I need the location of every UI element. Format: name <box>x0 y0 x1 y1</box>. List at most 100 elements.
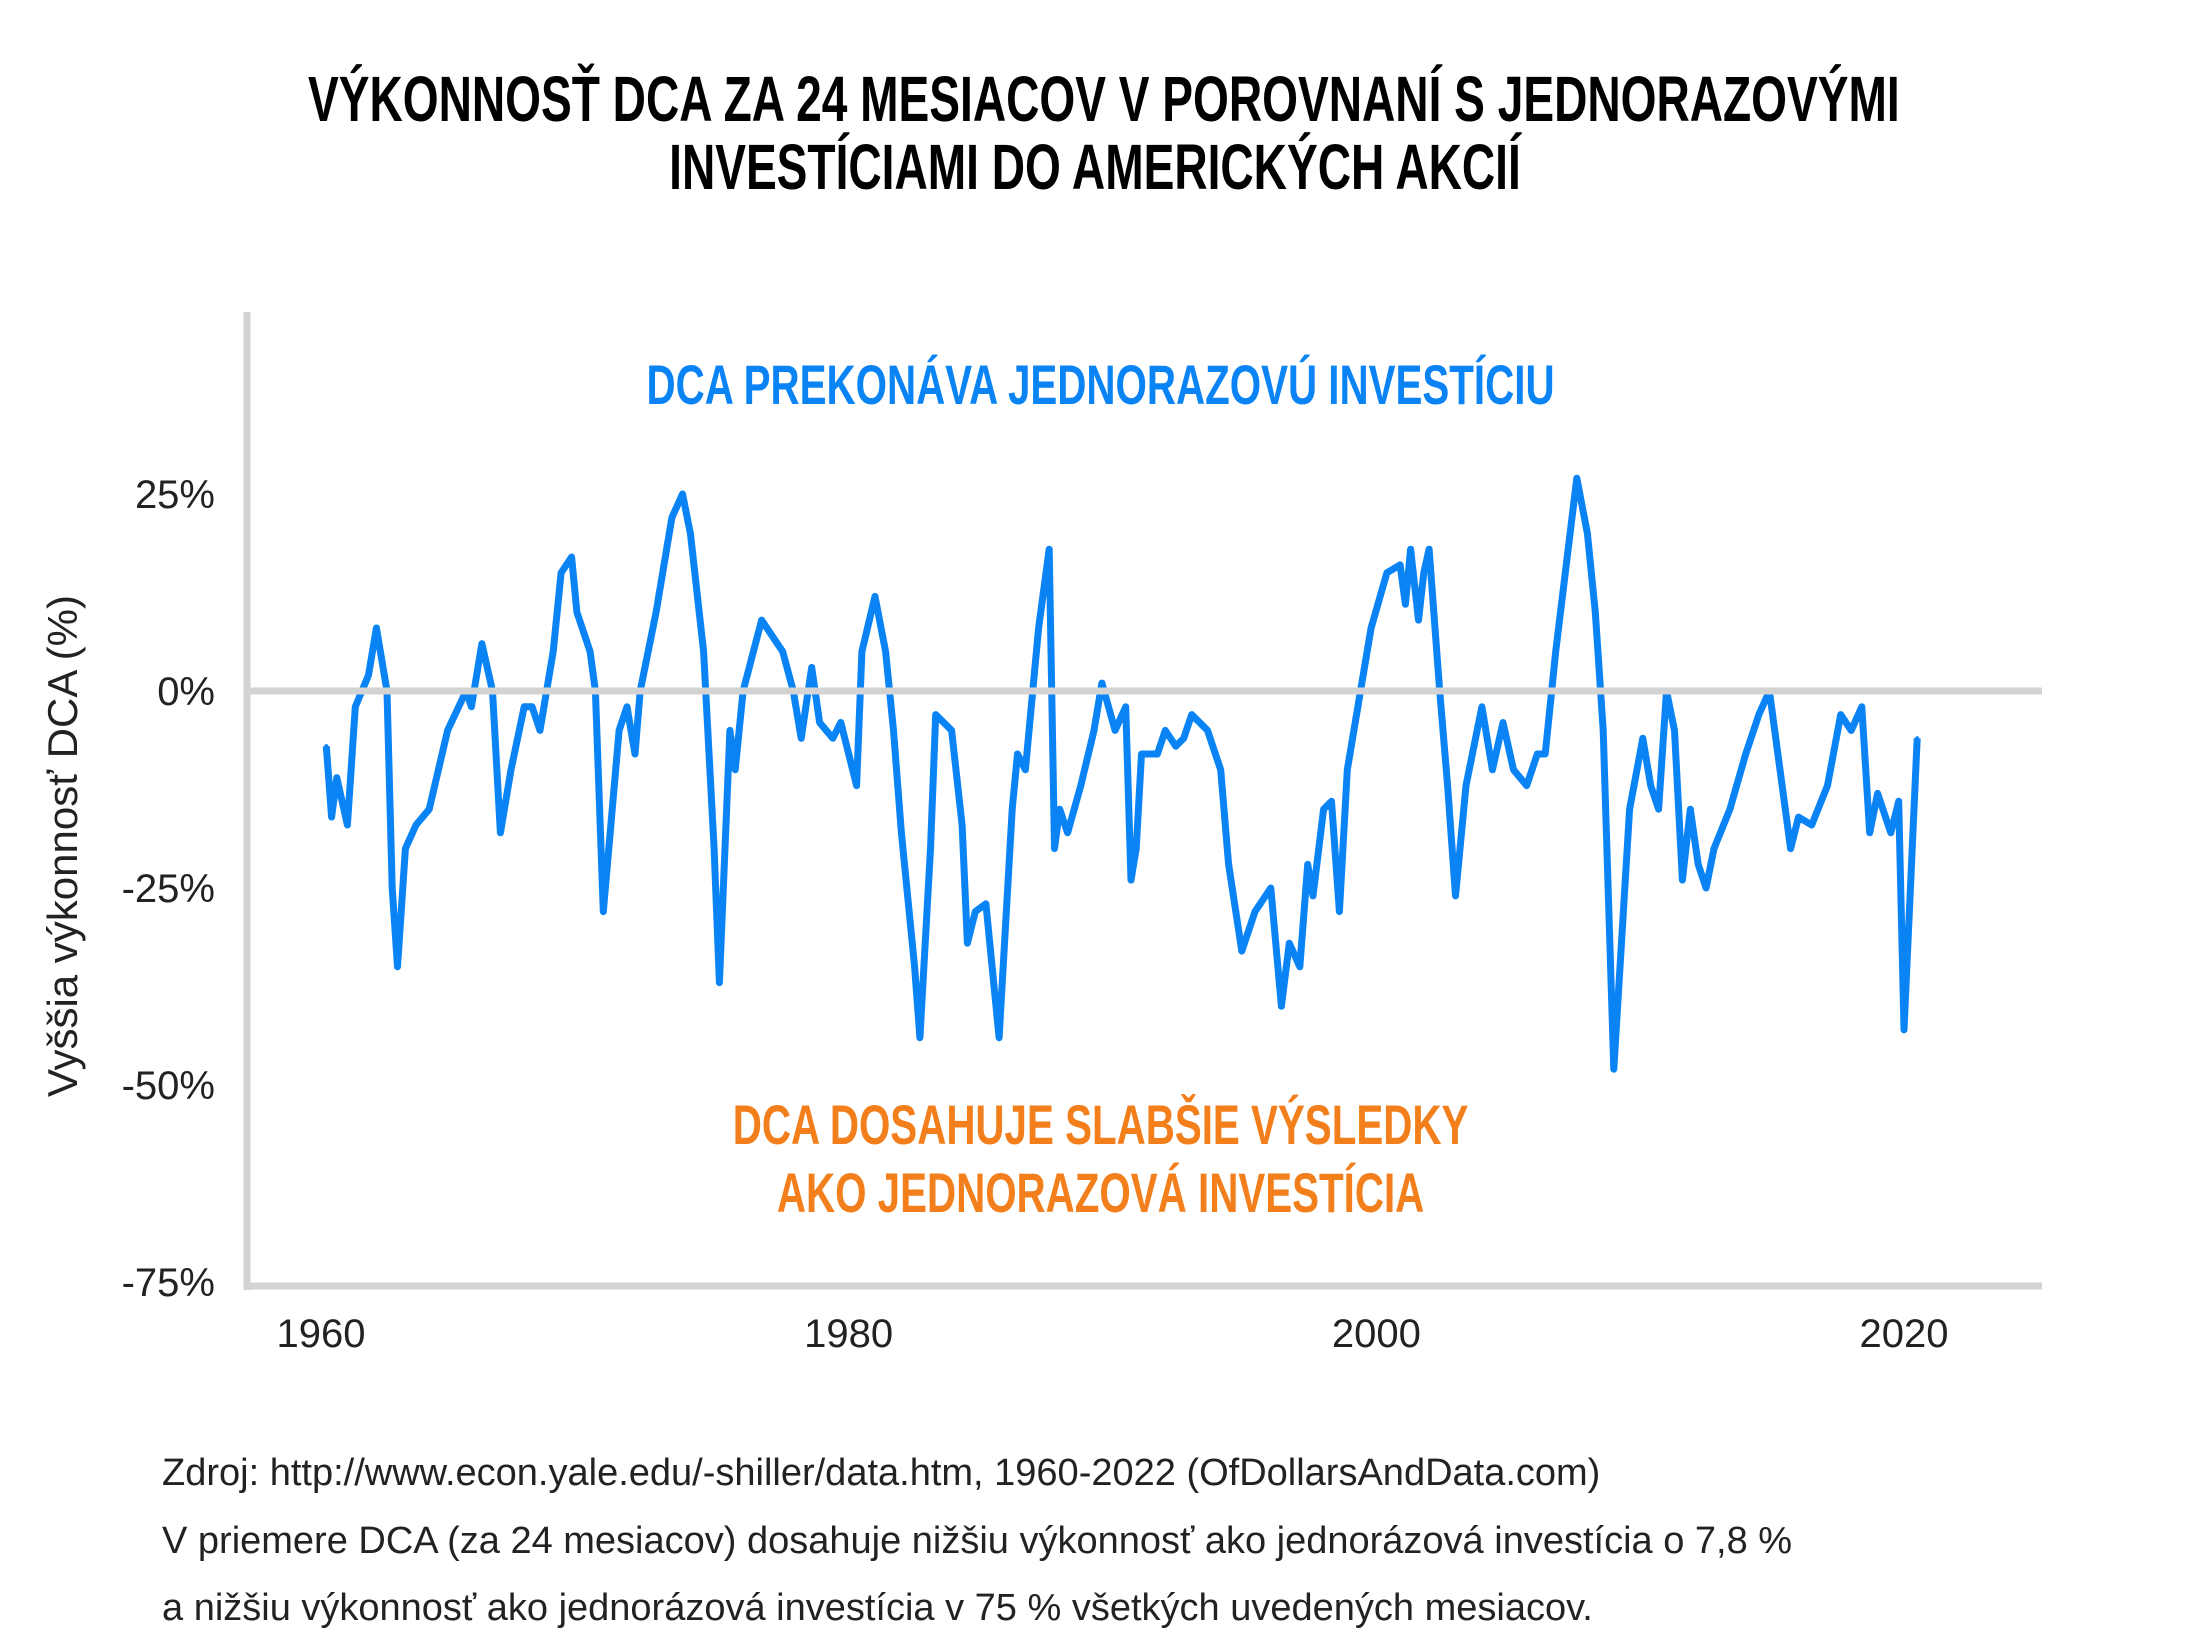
data-point <box>1311 893 1316 898</box>
data-point <box>1252 909 1257 914</box>
data-point <box>1453 893 1458 898</box>
data-point <box>1696 862 1701 867</box>
data-point <box>537 728 542 733</box>
data-point <box>1023 767 1028 772</box>
data-point <box>427 807 432 812</box>
data-point <box>846 752 851 757</box>
data-point <box>727 728 732 733</box>
footer-note-line2: a nižšiu výkonnosť ako jednorázová inves… <box>162 1587 1593 1629</box>
data-point <box>617 728 622 733</box>
annotation-dca-underperforms-line1: DCA DOSAHUJE SLABŠIE VÝSLEDKY <box>732 1093 1469 1156</box>
data-point <box>1627 807 1632 812</box>
data-point <box>1189 712 1194 717</box>
x-tick-label: 2020 <box>1860 1312 1949 1356</box>
data-point <box>345 822 350 827</box>
data-point <box>809 665 814 670</box>
data-point <box>508 767 513 772</box>
data-point <box>717 980 722 985</box>
data-point <box>1010 807 1015 812</box>
data-point <box>654 610 659 615</box>
x-tick-label: 2000 <box>1332 1312 1421 1356</box>
data-point <box>1611 1067 1616 1072</box>
data-point <box>688 531 693 536</box>
y-tick-label: 25% <box>135 473 215 517</box>
data-point <box>445 728 450 733</box>
data-point <box>1712 846 1717 851</box>
data-point <box>1134 846 1139 851</box>
data-point <box>1408 547 1413 552</box>
data-point <box>1777 767 1782 772</box>
data-point <box>1163 728 1168 733</box>
data-point <box>374 625 379 630</box>
y-tick-label: 0% <box>157 670 215 714</box>
data-point <box>1849 728 1854 733</box>
x-tick-label: 1980 <box>804 1312 893 1356</box>
data-point <box>1888 830 1893 835</box>
data-point <box>933 712 938 717</box>
data-point <box>759 618 764 623</box>
data-point <box>329 815 334 820</box>
data-point <box>680 492 685 496</box>
y-tick-label: -75% <box>122 1261 215 1305</box>
data-point <box>1113 728 1118 733</box>
data-point <box>1464 783 1469 788</box>
data-point <box>1345 767 1350 772</box>
data-point <box>701 649 706 654</box>
data-point <box>1672 728 1677 733</box>
data-point <box>366 673 371 678</box>
data-point <box>1656 807 1661 812</box>
x-tick-label: 1960 <box>277 1312 366 1356</box>
data-point <box>625 704 630 709</box>
data-point <box>1287 941 1292 946</box>
data-point <box>1500 720 1505 725</box>
data-point <box>1896 799 1901 804</box>
data-point <box>1181 736 1186 741</box>
data-point <box>1743 752 1748 757</box>
data-point <box>1825 783 1830 788</box>
data-point <box>1601 728 1606 733</box>
data-point <box>891 728 896 733</box>
data-point <box>1479 704 1484 709</box>
data-point <box>1297 964 1302 969</box>
data-point <box>883 649 888 654</box>
data-point <box>1015 752 1020 757</box>
series-line <box>322 474 1921 1073</box>
data-point <box>1268 886 1273 890</box>
data-point <box>1704 886 1709 890</box>
data-point <box>1052 846 1057 851</box>
data-point <box>1226 862 1231 867</box>
data-point <box>1155 752 1160 757</box>
data-point <box>1329 799 1334 804</box>
data-point <box>669 515 674 520</box>
data-point <box>1078 783 1083 788</box>
data-point <box>1511 767 1516 772</box>
data-point <box>390 886 395 890</box>
data-point <box>873 594 878 599</box>
chart-title-line2: INVESTÍCIAMI DO AMERICKÝCH AKCIÍ <box>669 131 1521 203</box>
y-tick-label: -50% <box>122 1064 215 1108</box>
data-point <box>403 846 408 851</box>
data-point <box>1065 830 1070 835</box>
data-point <box>928 846 933 851</box>
data-point <box>1543 752 1548 757</box>
footer-source: Zdroj: http://www.econ.yale.edu/-shiller… <box>162 1452 1601 1494</box>
data-point <box>1421 570 1426 575</box>
data-point <box>574 610 579 615</box>
data-point <box>1092 728 1097 733</box>
data-point <box>1640 736 1645 741</box>
data-point <box>859 649 864 654</box>
data-point <box>1902 1027 1906 1032</box>
data-point <box>522 704 527 709</box>
data-point <box>733 767 738 772</box>
data-point <box>1305 862 1310 867</box>
data-point <box>632 752 637 757</box>
data-point <box>1524 783 1529 788</box>
data-point <box>1867 830 1872 835</box>
data-point <box>1047 547 1052 552</box>
data-point <box>1788 846 1793 851</box>
data-point <box>1139 752 1144 757</box>
data-point <box>1403 602 1408 607</box>
data-point <box>1553 649 1558 654</box>
data-point <box>1384 570 1389 575</box>
